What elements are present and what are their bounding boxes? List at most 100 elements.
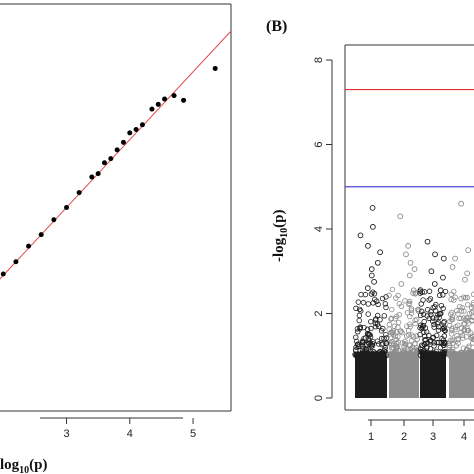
manhattan-point (448, 291, 454, 297)
manhattan-point (358, 308, 364, 314)
manhattan-point (461, 315, 467, 321)
manhattan-point (436, 324, 442, 330)
manhattan-point (423, 352, 429, 359)
manhattan-point (438, 339, 445, 346)
manhattan-point (370, 341, 376, 347)
manhattan-point (383, 335, 390, 341)
manhattan-point (377, 317, 383, 323)
manhattan-point (436, 339, 442, 346)
manhattan-point (395, 292, 401, 299)
manhattan-point (440, 305, 446, 312)
manhattan-point (466, 311, 472, 317)
manhattan-point (426, 297, 432, 303)
qq-plot-points (0, 65, 218, 277)
manhattan-top-point (452, 255, 458, 262)
qq-point (38, 232, 44, 238)
manhattan-point (388, 315, 395, 321)
qq-point (120, 139, 126, 145)
qq-point (51, 217, 57, 223)
manhattan-point (463, 352, 470, 358)
manhattan-point (470, 340, 474, 346)
qq-point (26, 243, 32, 249)
manhattan-point (446, 340, 453, 347)
manhattan-point (374, 312, 381, 319)
manhattan-point (442, 327, 448, 334)
manhattan-point (382, 344, 388, 351)
manhattan-point (440, 292, 446, 298)
manhattan-top-point (424, 238, 431, 245)
manhattan-point (401, 352, 407, 359)
manhattan-point (461, 308, 467, 314)
manhattan-point (451, 288, 457, 295)
manhattan-point (451, 351, 457, 357)
manhattan-top-point (440, 274, 446, 281)
manhattan-point (452, 294, 458, 300)
manhattan-point (356, 317, 362, 324)
manhattan-top-point (377, 249, 383, 256)
manhattan-point (469, 317, 474, 323)
qq-point (139, 122, 145, 128)
manhattan-point (353, 344, 359, 350)
manhattan-point (407, 346, 413, 352)
manhattan-top-point (365, 243, 371, 249)
manhattan-dense-band (420, 351, 446, 398)
manhattan-point (449, 327, 455, 334)
manhattan-point (401, 347, 408, 353)
manhattan-point (395, 324, 401, 331)
qq-point (13, 259, 19, 265)
manhattan-top-point (369, 205, 376, 211)
manhattan-top-point (411, 266, 418, 272)
manhattan-x-tick-label: 2 (401, 431, 407, 443)
manhattan-point (359, 352, 365, 359)
manhattan-point (371, 349, 377, 355)
manhattan-point (402, 298, 408, 304)
manhattan-point (420, 311, 427, 318)
manhattan-point (431, 321, 437, 328)
manhattan-point (470, 314, 474, 320)
qq-point (0, 271, 6, 277)
qq-point (181, 97, 187, 103)
manhattan-point (383, 340, 389, 347)
manhattan-top-point (397, 213, 404, 220)
manhattan-point (375, 301, 381, 308)
manhattan-point (468, 330, 474, 336)
manhattan-point (447, 351, 454, 357)
manhattan-y-tick-label: 4 (313, 226, 325, 232)
manhattan-point (386, 321, 393, 328)
manhattan-point (436, 314, 442, 321)
manhattan-point (390, 328, 397, 334)
manhattan-point (383, 332, 389, 338)
qq-point (114, 147, 120, 153)
qq-point (155, 101, 161, 107)
manhattan-point (393, 337, 399, 343)
manhattan-point (422, 337, 428, 343)
manhattan-y-axis-label: -log10(p) (271, 209, 290, 262)
qq-point (95, 171, 101, 177)
qq-point (212, 65, 218, 71)
manhattan-point (451, 337, 457, 343)
manhattan-point (354, 341, 361, 348)
manhattan-point (434, 321, 441, 327)
manhattan-point (412, 317, 418, 323)
manhattan-point (433, 301, 439, 308)
manhattan-point (353, 338, 360, 345)
qq-point (162, 96, 168, 102)
manhattan-x-ticks: 1 2 3 4 (368, 420, 467, 443)
manhattan-point (375, 341, 382, 347)
manhattan-point (435, 327, 442, 333)
manhattan-point (390, 345, 397, 351)
manhattan-point (387, 335, 394, 341)
manhattan-point (389, 286, 396, 293)
manhattan-point (368, 318, 374, 325)
qq-plot: 3 4 5 log10(p) (0, 3, 232, 474)
manhattan-point (378, 335, 385, 342)
manhattan-point (356, 306, 363, 312)
manhattan-point (374, 338, 381, 344)
manhattan-point (415, 308, 422, 314)
manhattan-point (440, 350, 447, 356)
manhattan-point (441, 340, 447, 347)
manhattan-x-tick-label: 1 (368, 431, 374, 443)
manhattan-top-point (403, 251, 409, 258)
qq-plot-x-axis-label: log10(p) (0, 457, 48, 474)
qq-plot-reference-line (0, 30, 232, 280)
